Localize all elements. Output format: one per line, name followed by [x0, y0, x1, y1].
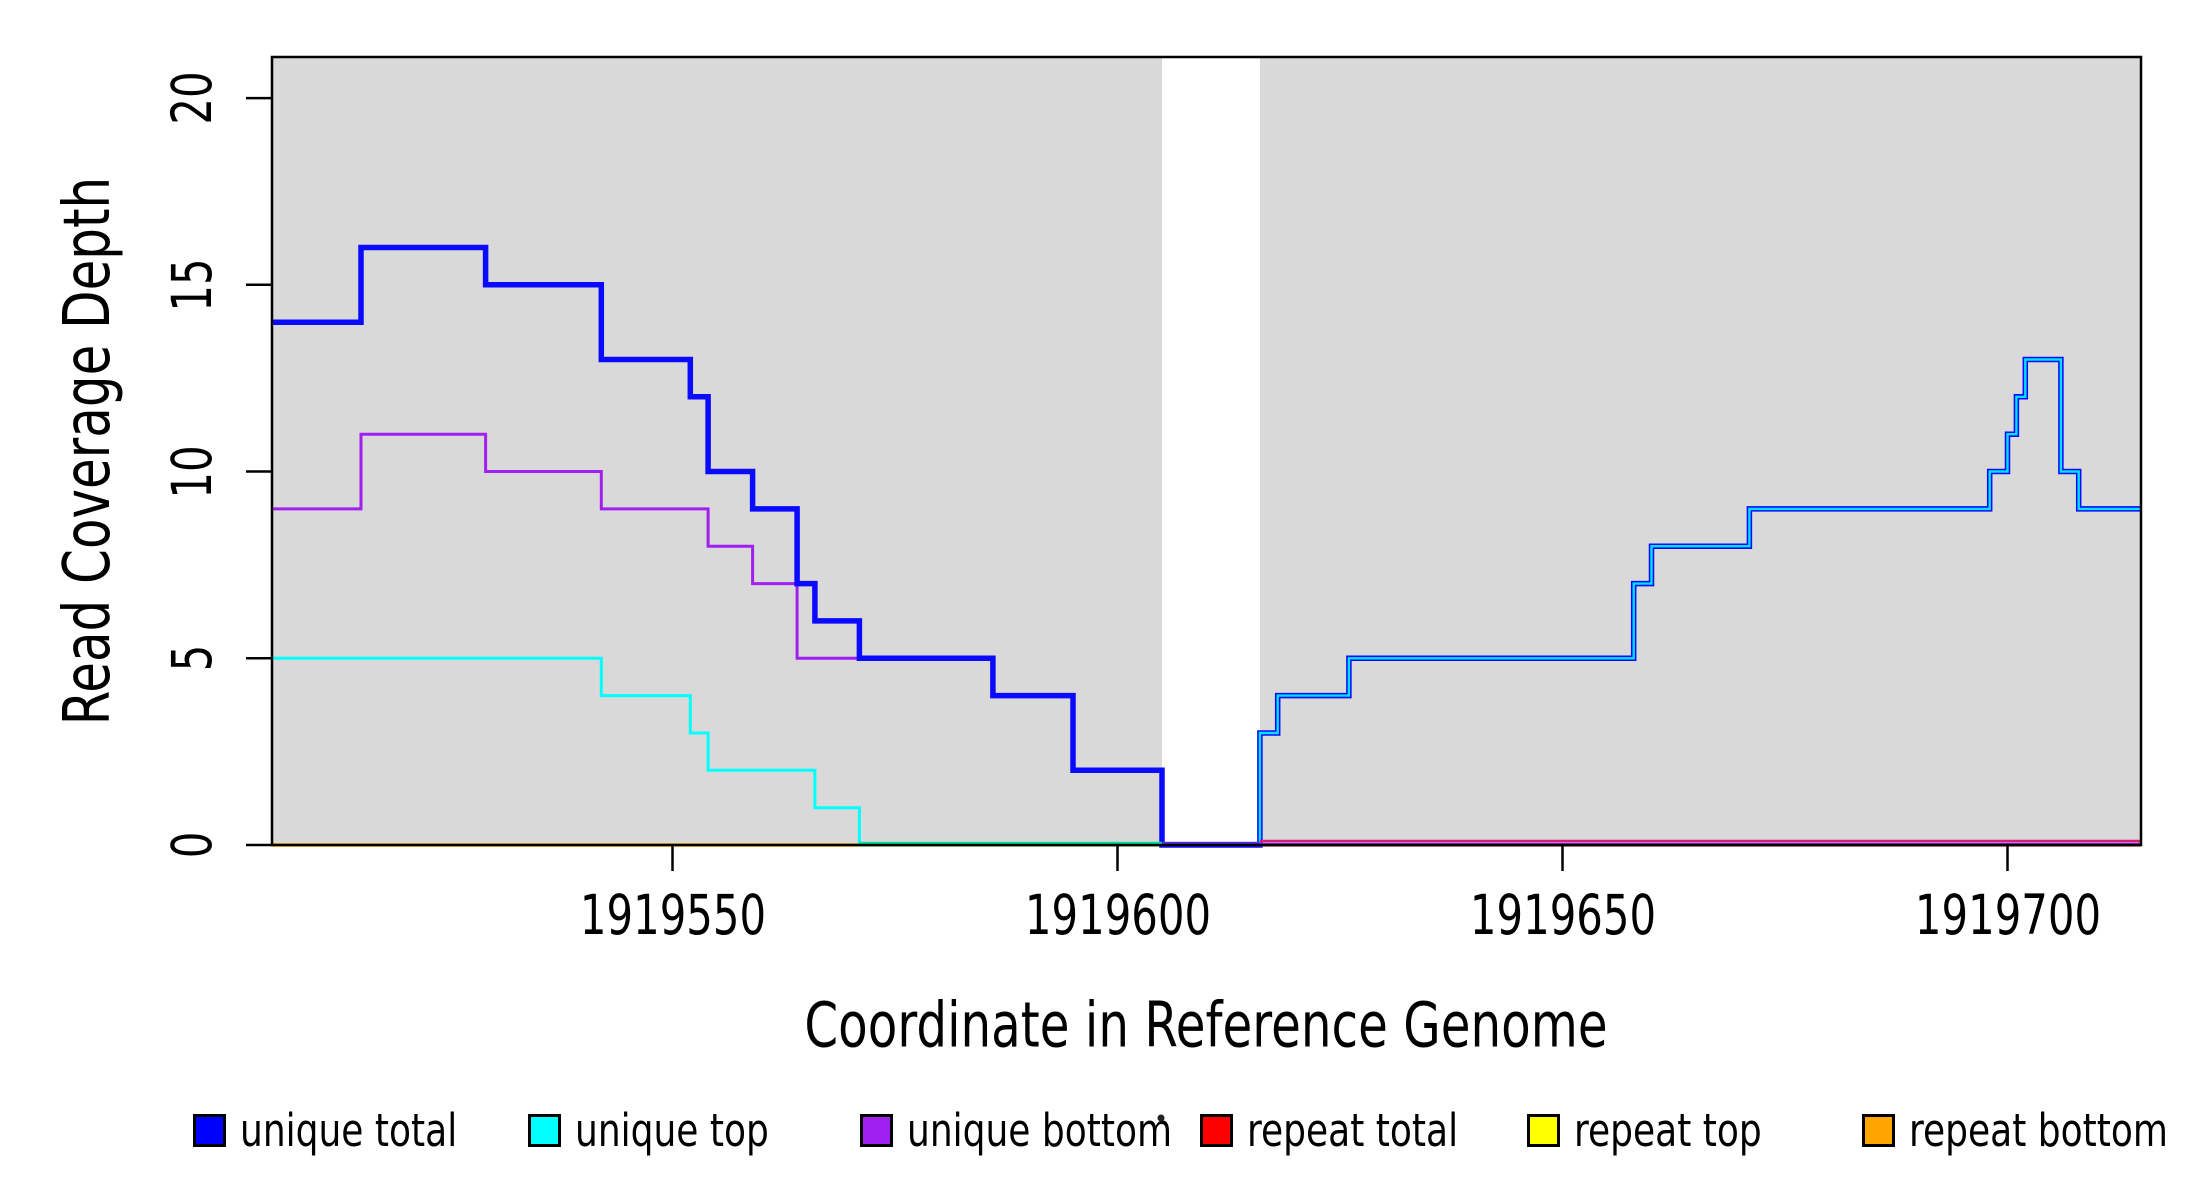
legend-item-unique-total: unique total: [193, 1104, 512, 1157]
y-axis-title: Read Coverage Depth: [51, 176, 125, 726]
legend-label: repeat bottom: [1909, 1103, 2168, 1157]
x-tick-label: 1919650: [1469, 883, 1656, 947]
series-unique-top-overlay: [1258, 358, 2141, 845]
legend-item-unique-top: unique top: [528, 1104, 817, 1157]
legend-label: unique bottom: [907, 1103, 1173, 1157]
x-tick-label: 1919700: [1914, 883, 2101, 947]
y-tick-label: 10: [160, 444, 224, 499]
plot-bg-left: [272, 57, 1162, 845]
legend-item-repeat-bottom: repeat bottom: [1862, 1104, 2200, 1157]
legend-label: unique total: [240, 1103, 458, 1157]
legend-swatch-icon: [1862, 1113, 1895, 1147]
legend-label: repeat total: [1247, 1103, 1459, 1157]
stray-dot: [1157, 1114, 1165, 1122]
y-tick-label: 15: [160, 258, 224, 312]
legend-label: unique top: [575, 1103, 769, 1157]
legend-item-unique-bottom: unique bottom: [860, 1104, 1238, 1157]
y-tick-label: 0: [160, 831, 224, 859]
y-tick-label: 5: [160, 644, 224, 672]
legend-item-repeat-total: repeat total: [1200, 1104, 1511, 1157]
x-tick-label: 1919550: [579, 883, 766, 947]
legend-swatch-icon: [528, 1113, 561, 1147]
plot-bg-right: [1259, 57, 2141, 845]
plot-box-border: [270, 55, 2143, 847]
legend-swatch-icon: [860, 1113, 893, 1147]
legend-label: repeat top: [1574, 1103, 1762, 1157]
x-tick-label: 1919600: [1024, 883, 1211, 947]
legend-swatch-icon: [1200, 1113, 1233, 1147]
legend-item-repeat-top: repeat top: [1527, 1104, 1809, 1157]
legend-swatch-icon: [1527, 1113, 1560, 1147]
legend-swatch-icon: [193, 1113, 226, 1147]
y-tick-label: 20: [160, 71, 224, 125]
x-axis-title: Coordinate in Reference Genome: [804, 988, 1608, 1062]
